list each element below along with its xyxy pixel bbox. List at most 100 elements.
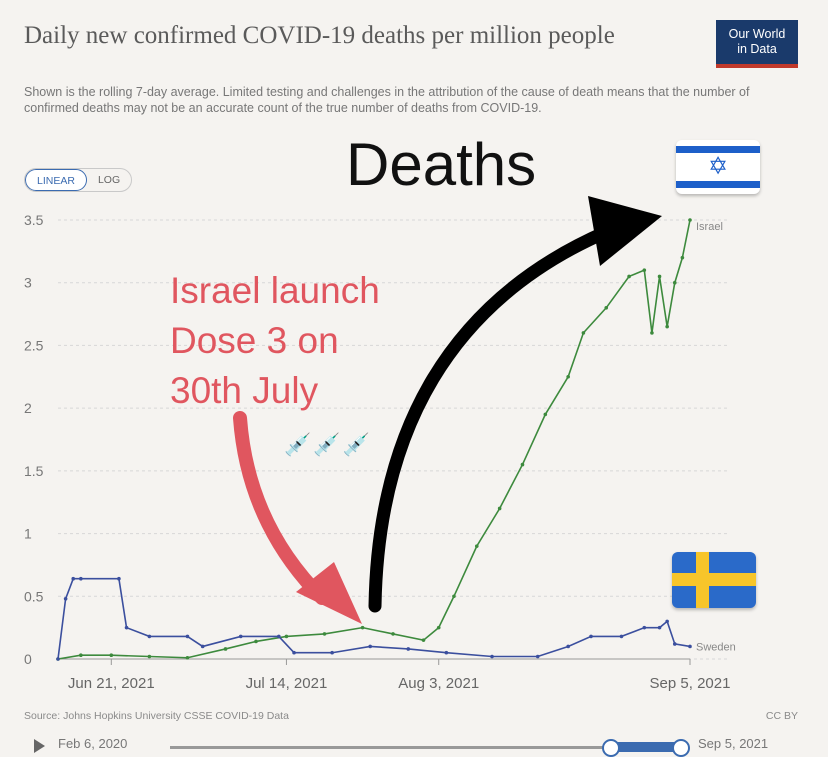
sweden-flag-icon bbox=[672, 552, 756, 608]
data-point-israel bbox=[688, 218, 692, 222]
booster-annotation-line-2: Dose 3 on bbox=[170, 320, 339, 361]
red-arrowhead bbox=[296, 562, 362, 624]
data-point-israel bbox=[627, 274, 631, 279]
y-tick-label: 0.5 bbox=[24, 588, 44, 604]
logo-line-2: in Data bbox=[737, 42, 777, 56]
x-tick-label: Sep 5, 2021 bbox=[650, 675, 731, 692]
data-point-sweden bbox=[589, 634, 593, 639]
timeline-end-handle[interactable] bbox=[672, 739, 690, 757]
data-point-israel bbox=[109, 653, 114, 658]
data-point-sweden bbox=[124, 625, 129, 630]
data-point-israel bbox=[436, 625, 441, 630]
data-point-sweden bbox=[56, 657, 60, 661]
data-point-israel bbox=[543, 412, 548, 417]
owid-logo[interactable]: Our World in Data bbox=[716, 20, 798, 68]
data-point-sweden bbox=[566, 644, 570, 649]
data-point-sweden bbox=[292, 650, 296, 655]
data-point-sweden bbox=[63, 596, 68, 601]
scale-toggle[interactable]: LINEAR LOG bbox=[24, 168, 133, 192]
data-point-israel bbox=[665, 324, 669, 329]
black-arrow-shaft bbox=[368, 225, 613, 613]
y-tick-label: 0 bbox=[24, 651, 32, 667]
data-point-israel bbox=[642, 268, 647, 272]
y-tick-label: 2.5 bbox=[24, 337, 44, 353]
red-arrow-shaft bbox=[233, 411, 329, 605]
x-tick-label: Aug 3, 2021 bbox=[398, 675, 479, 692]
data-point-sweden bbox=[619, 634, 624, 639]
timeline-start-handle[interactable] bbox=[602, 739, 620, 757]
data-point-sweden bbox=[535, 654, 540, 659]
data-point-sweden bbox=[657, 625, 662, 630]
data-point-israel bbox=[421, 638, 426, 642]
data-point-israel bbox=[604, 306, 609, 310]
timeline-selected-range bbox=[608, 742, 680, 752]
line-chart: 0 0.5 1 1.5 2 2.5 3 3.5 Jun 21, 2021 Jul 14, 2021… bbox=[24, 196, 736, 692]
y-tick-label: 3.5 bbox=[24, 212, 44, 228]
syringe-icons: 💉💉💉 bbox=[284, 432, 373, 457]
timeline-slider[interactable]: Feb 6, 2020 Sep 5, 2021 bbox=[0, 734, 828, 757]
data-point-israel bbox=[79, 653, 83, 658]
data-point-israel bbox=[680, 255, 685, 260]
log-toggle-button[interactable]: LOG bbox=[97, 174, 121, 186]
source-note[interactable]: Source: Johns Hopkins University CSSE CO… bbox=[24, 710, 289, 722]
data-point-sweden bbox=[406, 647, 411, 651]
play-icon[interactable] bbox=[34, 739, 45, 753]
y-tick-label: 1.5 bbox=[24, 463, 44, 479]
data-point-sweden bbox=[688, 644, 692, 649]
data-point-israel bbox=[497, 506, 502, 511]
black-arrowhead bbox=[588, 196, 662, 266]
israel-flag-icon: ✡ bbox=[676, 140, 760, 194]
data-point-israel bbox=[284, 634, 289, 639]
data-point-israel bbox=[474, 544, 479, 548]
data-point-israel bbox=[520, 462, 525, 467]
data-point-sweden bbox=[238, 634, 243, 639]
data-point-sweden bbox=[277, 634, 281, 639]
deaths-annotation: Deaths bbox=[346, 131, 537, 198]
data-point-sweden bbox=[490, 654, 494, 659]
data-point-israel bbox=[672, 280, 677, 285]
timeline-track[interactable] bbox=[170, 746, 680, 749]
x-tick-label: Jun 21, 2021 bbox=[68, 675, 155, 692]
data-point-sweden bbox=[147, 634, 152, 639]
booster-annotation-line-3: 30th July bbox=[170, 370, 319, 411]
series-label-israel: Israel bbox=[696, 221, 723, 233]
data-point-israel bbox=[566, 374, 570, 379]
data-point-israel bbox=[147, 654, 152, 659]
x-tick-label: Jul 14, 2021 bbox=[246, 675, 328, 692]
booster-annotation-line-1: Israel launch bbox=[170, 270, 380, 311]
data-point-sweden bbox=[71, 576, 76, 581]
logo-line-1: Our World bbox=[728, 27, 786, 41]
timeline-end-label: Sep 5, 2021 bbox=[698, 736, 769, 751]
data-point-sweden bbox=[200, 644, 205, 649]
license-link[interactable]: CC BY bbox=[765, 710, 798, 722]
data-point-sweden bbox=[444, 650, 449, 655]
data-point-israel bbox=[581, 331, 586, 335]
data-point-israel bbox=[391, 632, 395, 636]
data-point-sweden bbox=[185, 634, 190, 639]
booster-annotation: Israel launch Dose 3 on 30th July bbox=[170, 266, 460, 416]
linear-toggle-button[interactable]: LINEAR bbox=[25, 169, 87, 191]
data-point-israel bbox=[452, 594, 456, 599]
y-tick-label: 1 bbox=[24, 526, 32, 542]
data-point-sweden bbox=[117, 576, 121, 581]
chart-subtitle: Shown is the rolling 7-day average. Limi… bbox=[24, 85, 750, 115]
data-point-israel bbox=[223, 647, 228, 651]
y-tick-label: 2 bbox=[24, 400, 32, 416]
data-point-sweden bbox=[330, 650, 334, 655]
y-tick-label: 3 bbox=[24, 275, 32, 291]
data-point-israel bbox=[254, 639, 258, 644]
data-point-sweden bbox=[672, 642, 677, 646]
data-point-sweden bbox=[368, 644, 372, 649]
data-point-sweden bbox=[79, 576, 83, 581]
data-point-israel bbox=[185, 655, 190, 660]
data-point-sweden bbox=[665, 619, 669, 624]
series-label-sweden: Sweden bbox=[696, 641, 736, 653]
chart-title: Daily new confirmed COVID-19 deaths per … bbox=[24, 22, 615, 49]
series-line-sweden bbox=[57, 577, 691, 660]
data-point-israel bbox=[657, 274, 662, 279]
data-point-israel bbox=[650, 331, 654, 335]
data-point-israel bbox=[322, 632, 327, 636]
timeline-start-label: Feb 6, 2020 bbox=[58, 736, 128, 751]
data-point-israel bbox=[360, 625, 365, 630]
data-point-sweden bbox=[642, 625, 647, 630]
